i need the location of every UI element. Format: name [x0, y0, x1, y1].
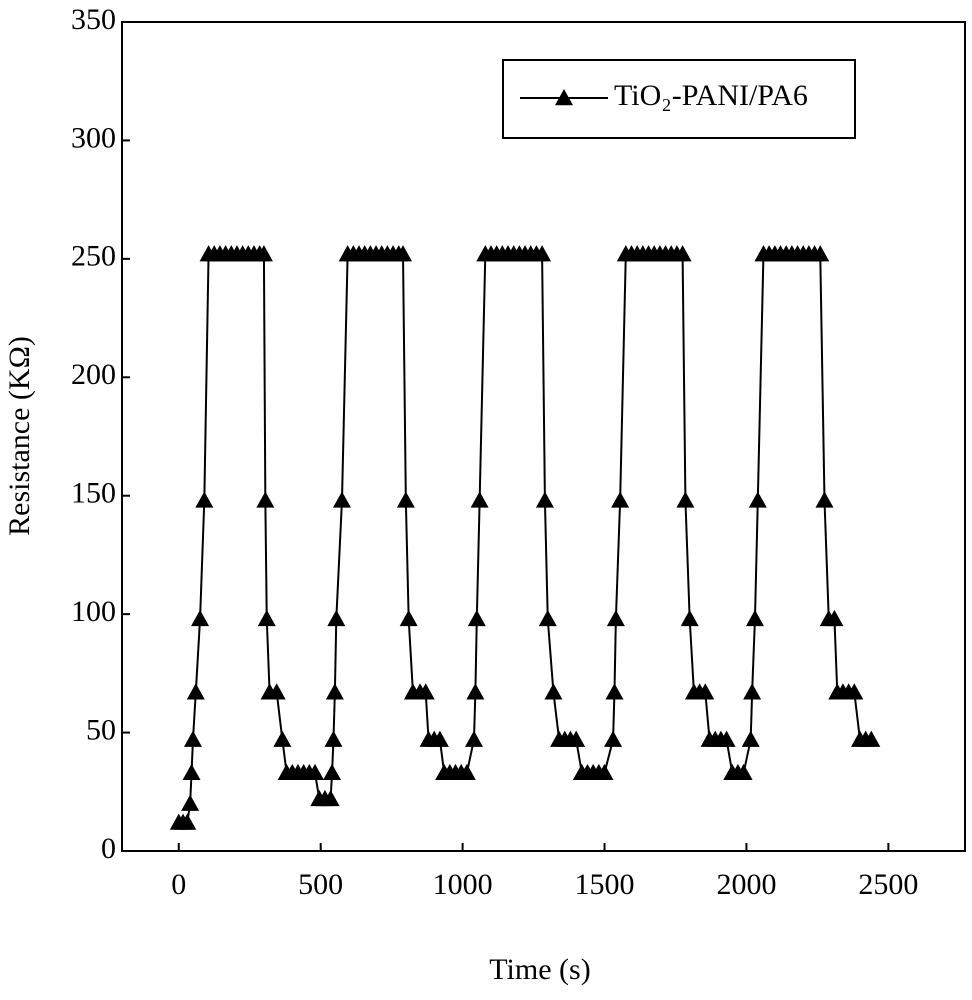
point-marker	[327, 609, 346, 627]
point-marker	[323, 763, 342, 781]
point-marker	[696, 683, 715, 700]
y-tick-label: 0	[101, 832, 116, 865]
point-marker	[606, 609, 625, 627]
point-marker	[595, 763, 614, 781]
point-marker	[430, 730, 449, 747]
point-marker	[457, 763, 476, 781]
y-tick-label: 300	[71, 121, 116, 154]
point-marker	[186, 683, 205, 700]
point-marker	[741, 730, 760, 747]
x-tick-label: 2500	[858, 868, 918, 901]
x-tick-label: 1000	[433, 868, 493, 901]
y-tick-label: 100	[71, 595, 116, 628]
point-marker	[533, 245, 552, 262]
point-marker	[825, 609, 844, 627]
point-marker	[535, 491, 554, 508]
y-tick-label: 350	[71, 3, 116, 36]
point-marker	[182, 763, 201, 781]
point-marker	[267, 683, 286, 700]
point-marker	[470, 491, 489, 508]
point-marker	[467, 609, 486, 627]
y-tick-label: 50	[86, 713, 116, 746]
point-marker	[183, 730, 202, 747]
x-tick-label: 2000	[716, 868, 776, 901]
y-tick-label: 150	[71, 477, 116, 510]
point-marker	[538, 609, 557, 627]
point-marker	[745, 609, 764, 627]
point-marker	[416, 683, 435, 700]
point-marker	[332, 491, 351, 508]
point-marker	[544, 683, 563, 700]
y-tick-label: 250	[71, 240, 116, 273]
x-tick-label: 1500	[575, 868, 635, 901]
y-axis-label: Resistance (KΩ)	[3, 336, 36, 536]
point-marker	[811, 245, 830, 262]
point-marker	[324, 730, 343, 747]
point-marker	[717, 730, 736, 747]
point-marker	[466, 683, 485, 700]
point-marker	[256, 491, 275, 508]
point-marker	[325, 683, 344, 700]
point-marker	[394, 245, 412, 262]
point-marker	[748, 491, 767, 508]
point-marker	[321, 789, 340, 807]
point-marker	[680, 609, 699, 627]
legend-label: TiO₂-PANI/PA6	[614, 79, 808, 112]
x-tick-label: 0	[171, 868, 186, 901]
point-marker	[676, 491, 695, 508]
x-axis-label: Time (s)	[489, 953, 590, 986]
point-marker	[862, 730, 881, 747]
legend-marker	[555, 89, 573, 106]
point-marker	[306, 763, 325, 781]
y-tick-label: 200	[71, 358, 116, 391]
point-marker	[191, 609, 210, 627]
point-marker	[673, 245, 692, 262]
point-marker	[257, 609, 276, 627]
plot-frame	[121, 21, 966, 852]
point-marker	[396, 491, 415, 508]
point-marker	[178, 813, 197, 830]
point-marker	[611, 491, 630, 508]
x-tick-label: 500	[298, 868, 343, 901]
point-marker	[605, 683, 624, 700]
point-marker	[254, 245, 273, 262]
point-marker	[273, 730, 292, 747]
point-marker	[734, 763, 753, 781]
point-marker	[567, 730, 586, 747]
point-marker	[181, 794, 200, 811]
point-marker	[399, 609, 418, 627]
point-marker	[845, 683, 864, 700]
point-marker	[743, 683, 762, 700]
legend-box	[502, 59, 856, 139]
point-marker	[195, 491, 214, 508]
point-marker	[604, 730, 623, 747]
point-marker	[815, 491, 834, 508]
point-marker	[464, 730, 483, 747]
